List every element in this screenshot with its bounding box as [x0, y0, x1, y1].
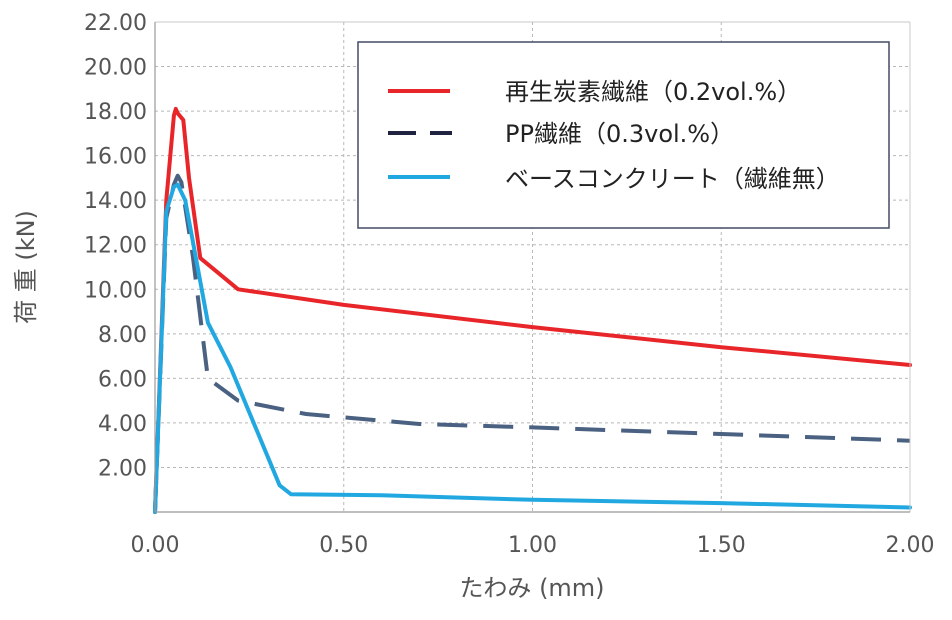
legend-label-series-3: ベースコンクリート（繊維無） [505, 165, 840, 193]
y-tick-label: 14.00 [84, 189, 147, 214]
series-line-1 [153, 106, 912, 514]
legend: 再生炭素繊維（0.2vol.%） PP繊維（0.3vol.%） ベースコンクリー… [357, 41, 890, 229]
x-axis-title: たわみ (mm) [459, 574, 604, 602]
y-tick-label: 10.00 [84, 278, 147, 303]
y-tick-label: 6.00 [98, 367, 147, 392]
legend-label-series-1: 再生炭素繊維（0.2vol.%） [505, 78, 801, 106]
y-tick-label: 18.00 [84, 100, 147, 125]
x-tick-label: 1.50 [697, 533, 746, 558]
tick-labels: 2.00 4.00 6.00 8.00 10.00 12.00 14.00 16.00 18.0… [84, 11, 934, 558]
y-axis-title: 荷 重 (kN) [12, 210, 40, 324]
y-tick-label: 20.00 [84, 56, 147, 81]
x-tick-label: 0.50 [319, 533, 368, 558]
x-tick-label: 0.00 [131, 533, 180, 558]
y-tick-label: 12.00 [84, 234, 147, 259]
y-tick-label: 16.00 [84, 145, 147, 170]
x-tick-label: 2.00 [886, 533, 935, 558]
x-tick-label: 1.00 [508, 533, 557, 558]
y-tick-label: 2.00 [98, 456, 147, 481]
series-layer [153, 106, 912, 514]
y-tick-label: 4.00 [98, 412, 147, 437]
y-tick-label: 8.00 [98, 323, 147, 348]
series-line-3 [153, 182, 912, 514]
legend-label-series-2: PP繊維（0.3vol.%） [505, 120, 734, 148]
y-tick-label: 22.00 [84, 11, 147, 36]
axes [154, 21, 911, 513]
